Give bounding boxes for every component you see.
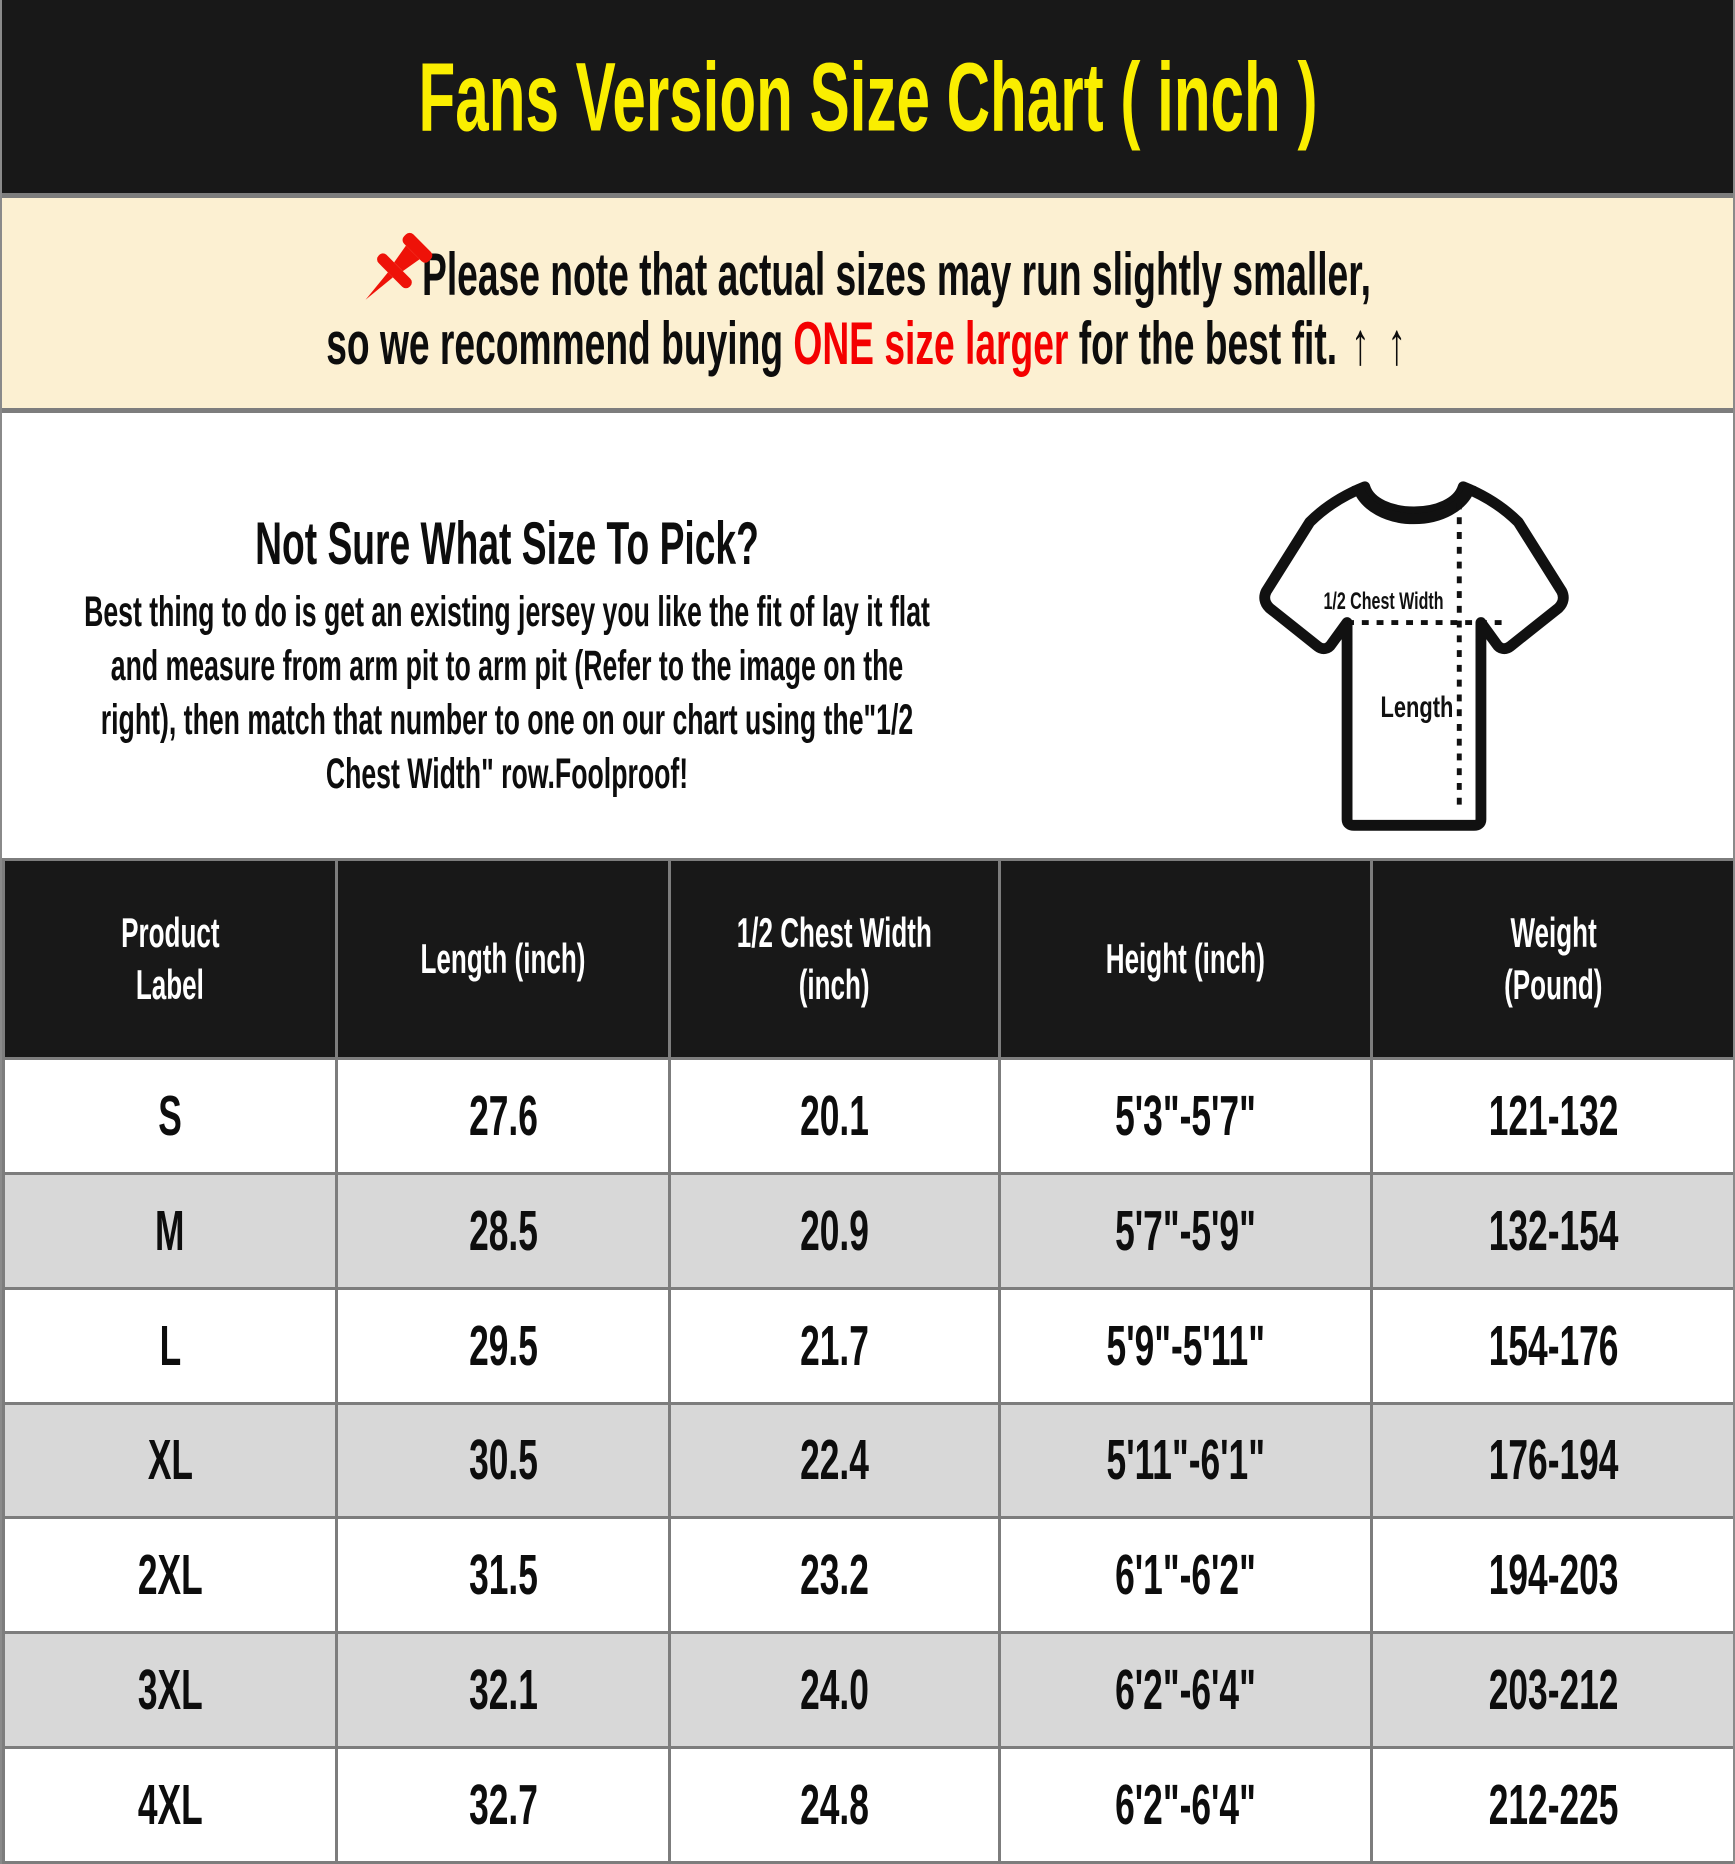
cell-2xl-weight: 194-203 (1373, 1519, 1733, 1632)
chest-width-label: 1/2 Chest Width (1323, 589, 1443, 615)
cell-s-chest: 20.1 (671, 1060, 998, 1172)
length-label: Length (1381, 691, 1454, 724)
cell-xl-chest: 22.4 (671, 1404, 998, 1517)
cell-4xl-length: 32.7 (338, 1749, 668, 1861)
cell-s-length: 27.6 (338, 1060, 668, 1172)
notice-text-2-prefix: so we recommend buying (325, 310, 793, 377)
up-arrows-icon: ↑ ↑ (1350, 310, 1410, 377)
cell-m-length: 28.5 (338, 1174, 668, 1287)
cell-3xl-height: 6'2"-6'4" (1001, 1634, 1370, 1747)
cell-m-weight: 132-154 (1373, 1174, 1733, 1287)
cell-m-chest: 20.9 (671, 1174, 998, 1287)
header-cell-length: Length (inch) (338, 861, 668, 1057)
guide-heading: Not Sure What Size To Pick? (255, 510, 759, 577)
cell-xl-length: 30.5 (338, 1404, 668, 1517)
cell-s-label: S (5, 1060, 335, 1172)
notice-text-1: Please note that actual sizes may run sl… (421, 241, 1371, 308)
cell-4xl-chest: 24.8 (671, 1749, 998, 1861)
cell-l-weight: 154-176 (1373, 1289, 1733, 1402)
guide-line: Chest Width" row.Foolproof! (325, 750, 689, 798)
header-cell-chest-width: 1/2 Chest Width (inch) (671, 861, 998, 1057)
notice-highlight: ONE size larger (792, 310, 1068, 377)
guide-line: and measure from arm pit to arm pit (Ref… (110, 642, 904, 690)
guide-line: Best thing to do is get an existing jers… (84, 588, 930, 636)
cell-2xl-chest: 23.2 (671, 1519, 998, 1632)
cell-4xl-weight: 212-225 (1373, 1749, 1733, 1861)
cell-l-height: 5'9"-5'11" (1001, 1289, 1370, 1402)
cell-3xl-chest: 24.0 (671, 1634, 998, 1747)
guide-text-block: Not Sure What Size To Pick? Best thing t… (2, 413, 1012, 801)
guide-line: right), then match that number to one on… (100, 696, 914, 744)
sizing-guide-section: Not Sure What Size To Pick? Best thing t… (2, 413, 1733, 858)
cell-xl-weight: 176-194 (1373, 1404, 1733, 1517)
guide-heading-line: Not Sure What Size To Pick? (2, 514, 1012, 574)
cell-2xl-length: 31.5 (338, 1519, 668, 1632)
section-divider (2, 193, 1733, 198)
notice-line-2: so we recommend buying ONE size larger f… (2, 311, 1733, 377)
cell-3xl-length: 32.1 (338, 1634, 668, 1747)
cell-l-label: L (5, 1289, 335, 1402)
cell-4xl-height: 6'2"-6'4" (1001, 1749, 1370, 1861)
title-band: Fans Version Size Chart ( inch ) (2, 0, 1733, 193)
cell-m-label: M (5, 1174, 335, 1287)
cell-2xl-height: 6'1"-6'2" (1001, 1519, 1370, 1632)
size-table: Product Label Length (inch) 1/2 Chest Wi… (2, 858, 1733, 1864)
cell-l-chest: 21.7 (671, 1289, 998, 1402)
cell-m-height: 5'7"-5'9" (1001, 1174, 1370, 1287)
cell-s-weight: 121-132 (1373, 1060, 1733, 1172)
header-cell-weight: Weight (Pound) (1373, 861, 1733, 1057)
notice-text-2-suffix: for the best fit. (1067, 310, 1347, 377)
cell-3xl-label: 3XL (5, 1634, 335, 1747)
page-title: Fans Version Size Chart ( inch ) (418, 42, 1317, 151)
cell-2xl-label: 2XL (5, 1519, 335, 1632)
pushpin-icon (365, 232, 432, 300)
cell-xl-height: 5'11"-6'1" (1001, 1404, 1370, 1517)
cell-3xl-weight: 203-212 (1373, 1634, 1733, 1747)
header-cell-product-label: Product Label (5, 861, 335, 1057)
guide-paragraph: Best thing to do is get an existing jers… (2, 585, 1012, 801)
cell-xl-label: XL (5, 1404, 335, 1517)
cell-s-height: 5'3"-5'7" (1001, 1060, 1370, 1172)
tshirt-icon: 1/2 Chest Width Length (1259, 481, 1569, 831)
cell-l-length: 29.5 (338, 1289, 668, 1402)
notice-band: Please note that actual sizes may run sl… (2, 198, 1733, 408)
tshirt-measurement-diagram: 1/2 Chest Width Length (1256, 473, 1572, 847)
cell-4xl-label: 4XL (5, 1749, 335, 1861)
notice-line-1: Please note that actual sizes may run sl… (2, 229, 1733, 308)
header-cell-height: Height (inch) (1001, 861, 1370, 1057)
section-divider (2, 408, 1733, 413)
